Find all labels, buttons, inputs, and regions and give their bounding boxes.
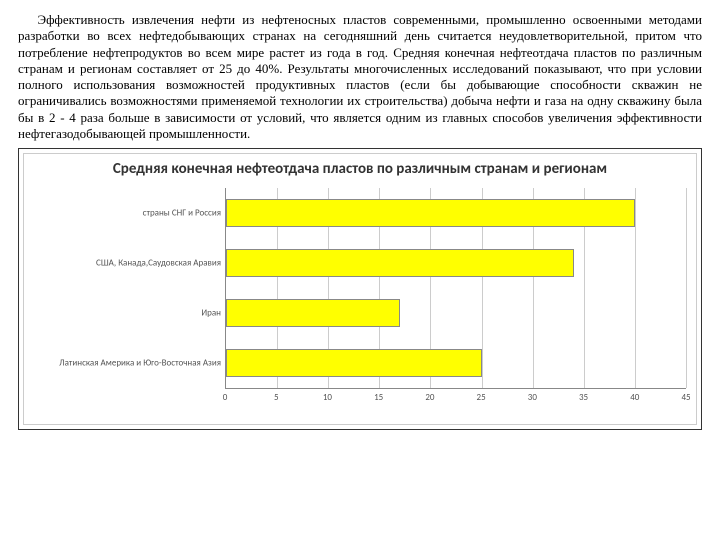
x-tick-label: 15 xyxy=(374,392,383,403)
bar xyxy=(226,299,400,327)
x-tick-label: 30 xyxy=(528,392,537,403)
body-paragraph: Эффективность извлечения нефти из нефтен… xyxy=(18,12,702,142)
x-tick-label: 20 xyxy=(425,392,434,403)
x-axis-labels: 051015202530354045 xyxy=(225,392,686,408)
chart-inner: Средняя конечная нефтеотдача пластов по … xyxy=(23,153,697,425)
x-tick-label: 5 xyxy=(274,392,279,403)
x-tick-label: 25 xyxy=(477,392,486,403)
y-axis-labels: страны СНГ и Россия США, Канада,Саудовска… xyxy=(30,188,225,388)
bar xyxy=(226,249,574,277)
y-category-label: Иран xyxy=(31,308,221,319)
y-category-label: США, Канада,Саудовская Аравия xyxy=(31,258,221,269)
y-category-label: страны СНГ и Россия xyxy=(31,208,221,219)
chart-body: страны СНГ и Россия США, Канада,Саудовска… xyxy=(30,188,690,418)
x-tick-label: 0 xyxy=(223,392,228,403)
bar xyxy=(226,199,635,227)
x-tick-label: 10 xyxy=(323,392,332,403)
plot-area xyxy=(225,188,686,389)
chart-container: Средняя конечная нефтеотдача пластов по … xyxy=(18,148,702,430)
x-tick-label: 35 xyxy=(579,392,588,403)
x-tick-label: 40 xyxy=(630,392,639,403)
bar xyxy=(226,349,482,377)
gridline xyxy=(686,188,687,388)
y-category-label: Латинская Америка и Юго-Восточная Азия xyxy=(31,358,221,369)
gridline xyxy=(635,188,636,388)
chart-title: Средняя конечная нефтеотдача пластов по … xyxy=(30,160,690,178)
x-tick-label: 45 xyxy=(681,392,690,403)
